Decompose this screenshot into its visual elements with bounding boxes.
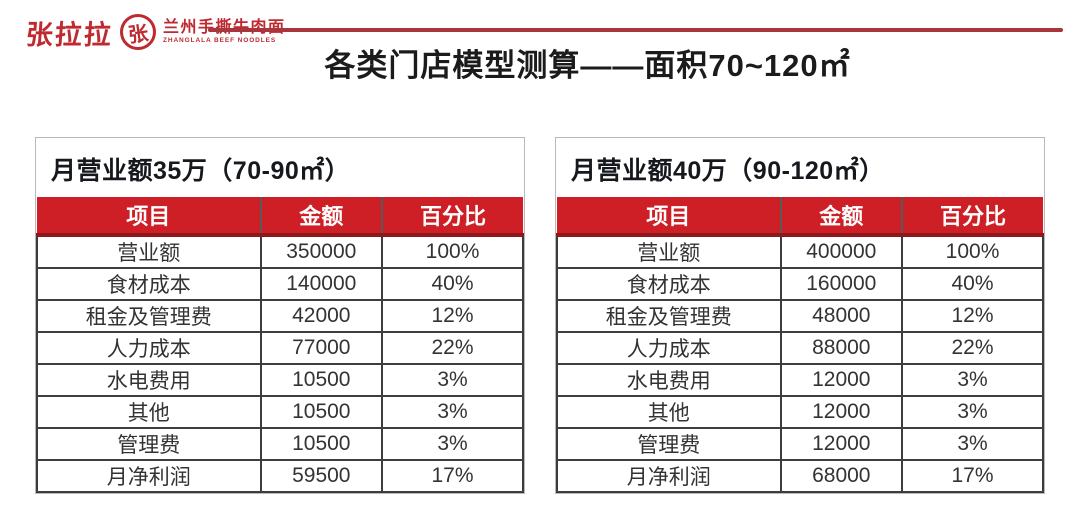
table-row: 人力成本 77000 22% xyxy=(36,331,524,365)
amount-cell: 48000 xyxy=(779,299,904,333)
table-row: 租金及管理费 48000 12% xyxy=(556,299,1044,333)
amount-cell: 160000 xyxy=(779,267,904,301)
item-cell: 租金及管理费 xyxy=(36,299,262,333)
amount-cell: 68000 xyxy=(779,459,904,493)
percent-cell: 3% xyxy=(901,427,1044,461)
table-row: 月净利润 68000 17% xyxy=(556,459,1044,493)
table-row: 水电费用 12000 3% xyxy=(556,363,1044,397)
table-row: 月净利润 59500 17% xyxy=(36,459,524,493)
logo-name-english: ZHANGLALA BEEF NOODLES xyxy=(163,37,277,45)
panel-title-350k: 月营业额35万（70-90㎡） xyxy=(51,157,351,185)
amount-cell: 42000 xyxy=(259,299,384,333)
percent-cell: 3% xyxy=(901,395,1044,429)
col-header-percent: 百分比 xyxy=(901,197,1043,237)
item-cell: 营业额 xyxy=(556,234,782,269)
item-cell: 水电费用 xyxy=(556,363,782,397)
table-row: 租金及管理费 42000 12% xyxy=(36,299,524,333)
item-cell: 管理费 xyxy=(36,427,262,461)
amount-cell: 12000 xyxy=(779,363,904,397)
percent-cell: 3% xyxy=(901,363,1044,397)
table-row: 管理费 10500 3% xyxy=(36,427,524,461)
item-cell: 水电费用 xyxy=(36,363,262,397)
panel-title-400k: 月营业额40万（90-120㎡） xyxy=(571,157,885,185)
table-row: 其他 12000 3% xyxy=(556,395,1044,429)
amount-cell: 10500 xyxy=(259,427,384,461)
percent-cell: 17% xyxy=(381,459,524,493)
col-header-item: 项目 xyxy=(557,197,781,237)
table-header-row: 项目 金额 百分比 xyxy=(37,197,523,237)
col-header-amount: 金额 xyxy=(779,197,903,237)
item-cell: 月净利润 xyxy=(556,459,782,493)
amount-cell: 12000 xyxy=(779,395,904,429)
percent-cell: 3% xyxy=(381,427,524,461)
percent-cell: 100% xyxy=(381,234,524,269)
table-row: 管理费 12000 3% xyxy=(556,427,1044,461)
item-cell: 食材成本 xyxy=(36,267,262,301)
percent-cell: 22% xyxy=(381,331,524,365)
item-cell: 月净利润 xyxy=(36,459,262,493)
amount-cell: 12000 xyxy=(779,427,904,461)
percent-cell: 22% xyxy=(901,331,1044,365)
item-cell: 人力成本 xyxy=(36,331,262,365)
item-cell: 其他 xyxy=(556,395,782,429)
amount-cell: 10500 xyxy=(259,363,384,397)
item-cell: 人力成本 xyxy=(556,331,782,365)
table-row: 营业额 400000 100% xyxy=(556,234,1044,269)
percent-cell: 12% xyxy=(381,299,524,333)
col-header-amount: 金额 xyxy=(259,197,383,237)
table-panel-400k: 月营业额40万（90-120㎡） 项目 金额 百分比 营业额 400000 100%… xyxy=(555,137,1045,494)
percent-cell: 12% xyxy=(901,299,1044,333)
item-cell: 管理费 xyxy=(556,427,782,461)
page-title: 各类门店模型测算——面积70~120㎡ xyxy=(324,48,851,83)
item-cell: 其他 xyxy=(36,395,262,429)
table-panel-350k: 月营业额35万（70-90㎡） 项目 金额 百分比 营业额 350000 100% 食… xyxy=(35,137,525,494)
table-row: 其他 10500 3% xyxy=(36,395,524,429)
percent-cell: 17% xyxy=(901,459,1044,493)
cost-table-350k: 项目 金额 百分比 营业额 350000 100% 食材成本 140000 40% 租金及管… xyxy=(36,197,524,493)
logo-seal-icon: 张 xyxy=(120,14,156,50)
percent-cell: 100% xyxy=(901,234,1044,269)
amount-cell: 140000 xyxy=(259,267,384,301)
table-row: 食材成本 140000 40% xyxy=(36,267,524,301)
table-row: 水电费用 10500 3% xyxy=(36,363,524,397)
header-divider-line xyxy=(208,28,1063,32)
table-row: 人力成本 88000 22% xyxy=(556,331,1044,365)
percent-cell: 40% xyxy=(901,267,1044,301)
percent-cell: 3% xyxy=(381,395,524,429)
col-header-item: 项目 xyxy=(37,197,261,237)
amount-cell: 10500 xyxy=(259,395,384,429)
amount-cell: 350000 xyxy=(259,234,384,269)
percent-cell: 3% xyxy=(381,363,524,397)
item-cell: 租金及管理费 xyxy=(556,299,782,333)
amount-cell: 59500 xyxy=(259,459,384,493)
percent-cell: 40% xyxy=(381,267,524,301)
amount-cell: 88000 xyxy=(779,331,904,365)
table-row: 食材成本 160000 40% xyxy=(556,267,1044,301)
amount-cell: 77000 xyxy=(259,331,384,365)
cost-table-400k: 项目 金额 百分比 营业额 400000 100% 食材成本 160000 40% 租金及管… xyxy=(556,197,1044,493)
amount-cell: 400000 xyxy=(779,234,904,269)
item-cell: 营业额 xyxy=(36,234,262,269)
item-cell: 食材成本 xyxy=(556,267,782,301)
table-header-row: 项目 金额 百分比 xyxy=(557,197,1043,237)
col-header-percent: 百分比 xyxy=(381,197,523,237)
table-row: 营业额 350000 100% xyxy=(36,234,524,269)
